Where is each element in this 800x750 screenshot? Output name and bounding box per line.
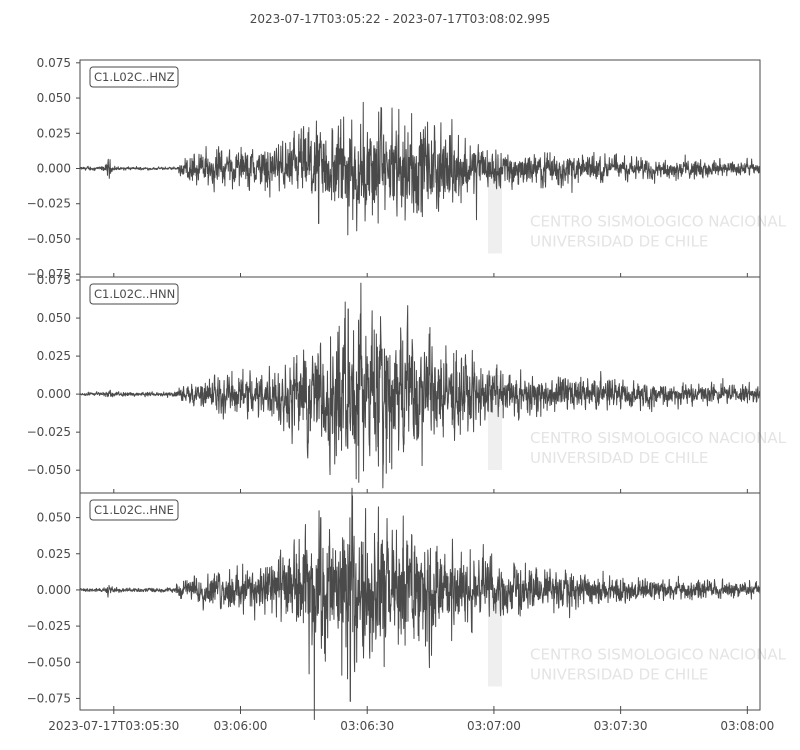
y-tick-label: 0.075 xyxy=(37,273,71,287)
y-tick-label: 0.025 xyxy=(37,126,71,140)
y-tick-label: 0.025 xyxy=(37,547,71,561)
y-tick-label: −0.075 xyxy=(27,267,71,281)
channel-badge: C1.L02C..HNZ xyxy=(89,66,179,88)
watermark-line: UNIVERSIDAD DE CHILE xyxy=(530,666,708,684)
watermark-2: CENTRO SISMOLOGICO NACIONAL UNIVERSIDAD D… xyxy=(488,375,787,470)
y-tick-label: 0.000 xyxy=(37,162,71,176)
y-tick-label: 0.000 xyxy=(37,583,71,597)
channel-badge-box xyxy=(89,283,179,305)
y-tick-label: −0.025 xyxy=(27,619,71,633)
watermark-logo-bar xyxy=(488,591,502,687)
y-tick-label: −0.050 xyxy=(27,655,71,669)
y-tick-label: −0.050 xyxy=(27,463,71,477)
x-tick-label: 03:07:30 xyxy=(594,719,648,733)
channel-badge-box xyxy=(89,66,179,88)
channel-label: C1.L02C..HNE xyxy=(94,503,174,517)
y-tick-label: 0.050 xyxy=(37,91,71,105)
y-tick-label: −0.075 xyxy=(27,691,71,705)
channel-badge: C1.L02C..HNE xyxy=(89,499,179,521)
watermark-1: CENTRO SISMOLOGICO NACIONAL UNIVERSIDAD D… xyxy=(488,158,787,254)
y-tick-label: 0.025 xyxy=(37,349,71,363)
waveform-C1.L02C..HNZ xyxy=(79,101,761,236)
channel-label: C1.L02C..HNZ xyxy=(94,70,175,84)
waveform-C1.L02C..HNE xyxy=(79,487,761,721)
watermark-line: CENTRO SISMOLOGICO NACIONAL xyxy=(530,646,787,664)
y-tick-label: −0.025 xyxy=(27,425,71,439)
y-tick-label: −0.025 xyxy=(27,197,71,211)
watermark-line: UNIVERSIDAD DE CHILE xyxy=(530,449,708,467)
x-tick-label: 03:07:00 xyxy=(467,719,521,733)
y-tick-label: 0.050 xyxy=(37,311,71,325)
y-tick-label: 0.000 xyxy=(37,387,71,401)
x-tick-label: 03:06:00 xyxy=(214,719,268,733)
trace-panel-1: CENTRO SISMOLOGICO NACIONAL UNIVERSIDAD D… xyxy=(27,56,787,281)
watermark-3: CENTRO SISMOLOGICO NACIONAL UNIVERSIDAD D… xyxy=(488,591,787,687)
watermark-line: CENTRO SISMOLOGICO NACIONAL xyxy=(530,213,787,231)
y-tick-label: 0.050 xyxy=(37,511,71,525)
watermark-line: CENTRO SISMOLOGICO NACIONAL xyxy=(530,429,787,447)
trace-panel-2: CENTRO SISMOLOGICO NACIONAL UNIVERSIDAD D… xyxy=(27,273,787,494)
channel-badge-box xyxy=(89,499,179,521)
channel-badge: C1.L02C..HNN xyxy=(89,283,179,305)
watermark-line: UNIVERSIDAD DE CHILE xyxy=(530,233,708,251)
chart-title: 2023-07-17T03:05:22 - 2023-07-17T03:08:0… xyxy=(249,12,551,26)
x-tick-label: 03:08:00 xyxy=(720,719,774,733)
x-tick-label: 03:06:30 xyxy=(340,719,394,733)
trace-panel-3: CENTRO SISMOLOGICO NACIONAL UNIVERSIDAD D… xyxy=(27,487,787,721)
channel-label: C1.L02C..HNN xyxy=(94,287,175,301)
panel-frame xyxy=(79,492,761,711)
x-tick-label: 2023-07-17T03:05:30 xyxy=(48,719,179,733)
y-tick-label: 0.075 xyxy=(37,56,71,70)
waveform-C1.L02C..HNN xyxy=(79,282,761,489)
y-tick-label: −0.050 xyxy=(27,232,71,246)
